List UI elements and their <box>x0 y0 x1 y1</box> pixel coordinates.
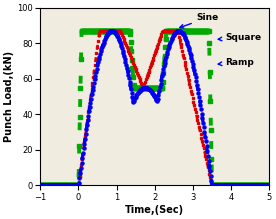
Text: Sine: Sine <box>180 13 219 28</box>
X-axis label: Time,(Sec): Time,(Sec) <box>125 205 184 215</box>
Text: Ramp: Ramp <box>218 58 254 67</box>
Y-axis label: Punch Load,(kN): Punch Load,(kN) <box>4 51 14 142</box>
Text: Square: Square <box>218 33 261 42</box>
